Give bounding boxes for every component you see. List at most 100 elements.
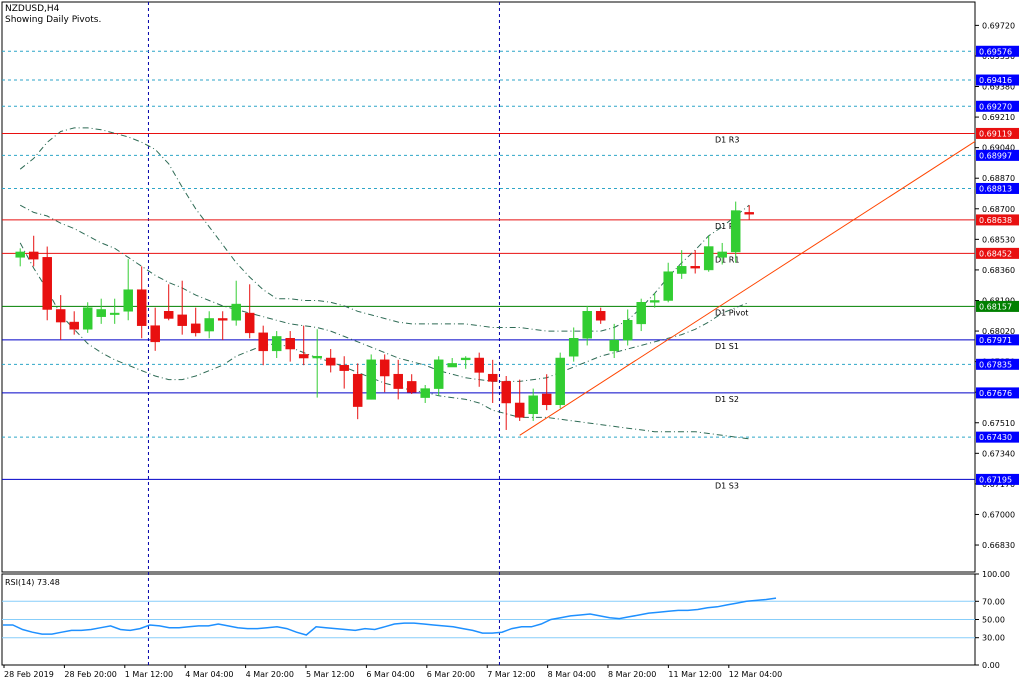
pivot-level-name: D1 R3 <box>715 135 739 144</box>
pivot-level-price-label-box <box>976 334 1019 346</box>
candle-body <box>393 373 403 389</box>
candle-body <box>406 381 417 393</box>
candle-body <box>420 388 430 398</box>
dotted-level-price-label-box <box>976 182 1019 194</box>
pivot-level-price-label: 0.67195 <box>979 475 1012 484</box>
dotted-level-price-label-box <box>976 149 1019 161</box>
candle-body <box>582 311 592 339</box>
dotted-level-price-label: 0.67835 <box>979 360 1012 369</box>
candle-body <box>622 320 633 341</box>
time-axis-label: 1 Mar 12:00 <box>125 670 173 679</box>
time-axis-label: 7 Mar 12:00 <box>487 670 535 679</box>
trendline <box>519 141 976 436</box>
dotted-level-price-label: 0.69576 <box>979 47 1012 56</box>
candle-body <box>447 363 457 368</box>
rsi-line <box>3 597 777 636</box>
time-axis-label: 8 Mar 04:00 <box>548 670 596 679</box>
pivot-level-price-label-box <box>976 300 1019 312</box>
rsi-axis-label: 50.00 <box>982 616 1005 625</box>
rsi-axis-label: 0.00 <box>982 661 1000 670</box>
candle-body <box>636 302 646 325</box>
price-axis-label: 0.68700 <box>982 205 1015 214</box>
time-axis-label: 6 Mar 20:00 <box>427 670 475 679</box>
candle-body <box>649 300 660 303</box>
dotted-level-price-label-box <box>976 431 1019 443</box>
pivot-level-name: D1 R1 <box>715 255 739 264</box>
dotted-level-price-label-box <box>976 74 1019 86</box>
candle-body <box>42 257 52 310</box>
time-axis-label: 4 Mar 04:00 <box>185 670 233 679</box>
candle-body <box>190 323 201 334</box>
candle-body <box>69 321 79 330</box>
candle-body <box>555 357 565 406</box>
pivot-level-name: D1 Pivot <box>715 308 748 317</box>
candle-body <box>244 312 255 334</box>
candle-body <box>717 251 727 258</box>
candle-body <box>460 357 471 361</box>
pivot-level-price-label: 0.68638 <box>979 216 1012 225</box>
pivot-level-price-label: 0.69119 <box>979 129 1012 138</box>
dotted-level-price-label-box <box>976 45 1019 57</box>
candle-body <box>298 354 309 359</box>
candle-body <box>690 266 700 269</box>
price-axis-label: 0.66830 <box>982 541 1015 550</box>
pivot-level-price-label-box <box>976 387 1019 399</box>
time-axis-label: 28 Feb 20:00 <box>64 670 116 679</box>
time-axis-label: 8 Mar 20:00 <box>608 670 656 679</box>
candle-body <box>487 373 498 382</box>
pivot-level-price-label: 0.67971 <box>979 336 1012 345</box>
candle-body <box>271 336 282 352</box>
lower-band-line <box>19 242 750 440</box>
time-axis-label: 4 Mar 20:00 <box>246 670 294 679</box>
price-axis-label: 0.67340 <box>982 449 1015 458</box>
price-axis-label: 0.67510 <box>982 419 1015 428</box>
candle-body <box>433 359 444 389</box>
candle-body <box>595 311 606 321</box>
price-axis-label: 0.69380 <box>982 83 1015 92</box>
chart-subtitle: Showing Daily Pivots. <box>5 15 102 25</box>
candle-body <box>136 289 147 326</box>
time-axis-label: 6 Mar 04:00 <box>366 670 414 679</box>
candle-body <box>501 381 511 404</box>
candle-body <box>730 210 741 253</box>
rsi-axis-label: 70.00 <box>982 597 1005 606</box>
price-axis-label: 0.69040 <box>982 144 1015 153</box>
dotted-level-price-label-box <box>976 358 1019 370</box>
candle-body <box>325 357 336 366</box>
price-axis-label: 0.67000 <box>982 510 1015 519</box>
pivot-level-price-label: 0.68157 <box>979 302 1012 311</box>
candle-body <box>339 364 349 371</box>
dotted-level-price-label: 0.67430 <box>979 433 1012 442</box>
candle-body <box>231 303 241 321</box>
candle-body <box>82 307 93 330</box>
price-axis-label: 0.69720 <box>982 21 1015 30</box>
pivot-level-price-label-box <box>976 473 1019 485</box>
candle-body <box>528 395 538 415</box>
candle-body <box>123 289 133 312</box>
dotted-level-price-label: 0.69270 <box>979 102 1012 111</box>
candle-body <box>379 359 390 377</box>
candle-body <box>285 337 295 350</box>
time-axis-label: 11 Mar 12:00 <box>668 670 721 679</box>
dotted-level-price-label: 0.68997 <box>979 151 1012 160</box>
rsi-title: RSI(14) 73.48 <box>5 578 60 587</box>
candle-body <box>366 359 376 400</box>
candle-body <box>744 212 754 215</box>
chart-symbol: NZDUSD,H4 <box>5 4 60 14</box>
candle-body <box>96 309 106 317</box>
pivot-level-price-label-box <box>976 127 1019 139</box>
rsi-axis-label: 30.00 <box>982 634 1005 643</box>
pivot-level-price-label-box <box>976 247 1019 259</box>
candle-body <box>663 271 673 301</box>
pivot-level-name: D1 S1 <box>715 342 739 351</box>
pivot-level-price-label: 0.68452 <box>979 249 1012 258</box>
dotted-level-price-label: 0.69416 <box>979 76 1012 85</box>
pivot-level-price-label-box <box>976 214 1019 226</box>
pivot-level-name: D1 S2 <box>715 395 739 404</box>
time-axis-label: 28 Feb 2019 <box>4 670 54 679</box>
candle-body <box>150 325 160 343</box>
dotted-level-price-label-box <box>976 100 1019 112</box>
candle-body <box>15 251 25 258</box>
candle-body <box>676 266 687 274</box>
